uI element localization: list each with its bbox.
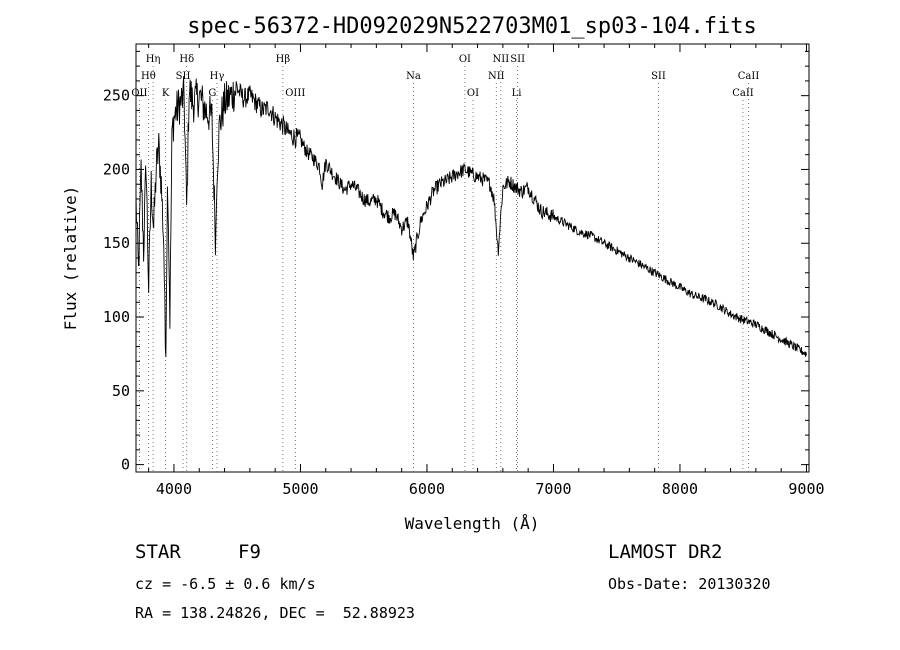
line-marker-label: Li: [512, 88, 522, 99]
x-tick-label: 5000: [282, 480, 318, 498]
x-tick-label: 6000: [409, 480, 445, 498]
y-tick-label: 0: [121, 456, 130, 474]
line-marker-label: OI: [459, 54, 471, 65]
line-marker-label: K: [162, 88, 170, 99]
line-marker-label: Hβ: [276, 54, 291, 65]
x-tick-label: 4000: [156, 480, 192, 498]
line-marker-label: Hη: [146, 54, 161, 65]
y-tick-label: 200: [103, 160, 130, 178]
y-tick-label: 50: [112, 382, 130, 400]
x-tick-label: 7000: [535, 480, 571, 498]
line-marker-label: SII: [651, 71, 666, 82]
line-marker-label: Na: [406, 71, 421, 82]
x-axis-label: Wavelength (Å): [405, 514, 540, 533]
line-marker-label: Hγ: [210, 71, 225, 82]
spectrum-line: [135, 76, 807, 358]
object-class: STAR: [135, 541, 181, 563]
line-marker-label: Hδ: [179, 54, 194, 65]
line-marker-label: NII: [493, 54, 510, 65]
y-axis: 0 50 100 150 200 250: [103, 50, 809, 474]
line-marker-label: NII: [488, 71, 505, 82]
subclass: F9: [238, 541, 261, 563]
series-group: [135, 76, 807, 358]
line-marker-label: SII: [176, 71, 191, 82]
line-marker-label: SII: [510, 54, 525, 65]
redshift-readout: cz = -6.5 ± 0.6 km/s: [135, 575, 316, 593]
line-marker-label: OI: [467, 88, 479, 99]
line-marker-label: OIII: [285, 88, 305, 99]
y-tick-label: 100: [103, 308, 130, 326]
line-marker-label: OII: [131, 88, 147, 99]
x-axis: 4000 5000 6000 7000 8000 9000: [148, 44, 825, 498]
line-marker-label: Hθ: [141, 71, 156, 82]
x-tick-label: 8000: [662, 480, 698, 498]
line-marker-label: G: [208, 88, 216, 99]
y-tick-label: 150: [103, 234, 130, 252]
x-tick-label: 9000: [788, 480, 824, 498]
line-marker-label: CaII: [738, 71, 760, 82]
y-tick-label: 250: [103, 87, 130, 105]
coordinates: RA = 138.24826, DEC = 52.88923: [135, 604, 415, 622]
y-axis-label: Flux (relative): [61, 186, 80, 331]
line-markers: OII Hθ Hη K SII Hδ G Hγ Hβ OIII Na OI OI NII NII Li SII S…: [131, 54, 759, 472]
survey-name: LAMOST DR2: [608, 541, 723, 563]
obs-date: Obs-Date: 20130320: [608, 575, 771, 593]
chart-title: spec-56372-HD092029N522703M01_sp03-104.f…: [187, 14, 757, 39]
plot-frame: [135, 43, 810, 473]
line-marker-label: CaII: [732, 88, 754, 99]
